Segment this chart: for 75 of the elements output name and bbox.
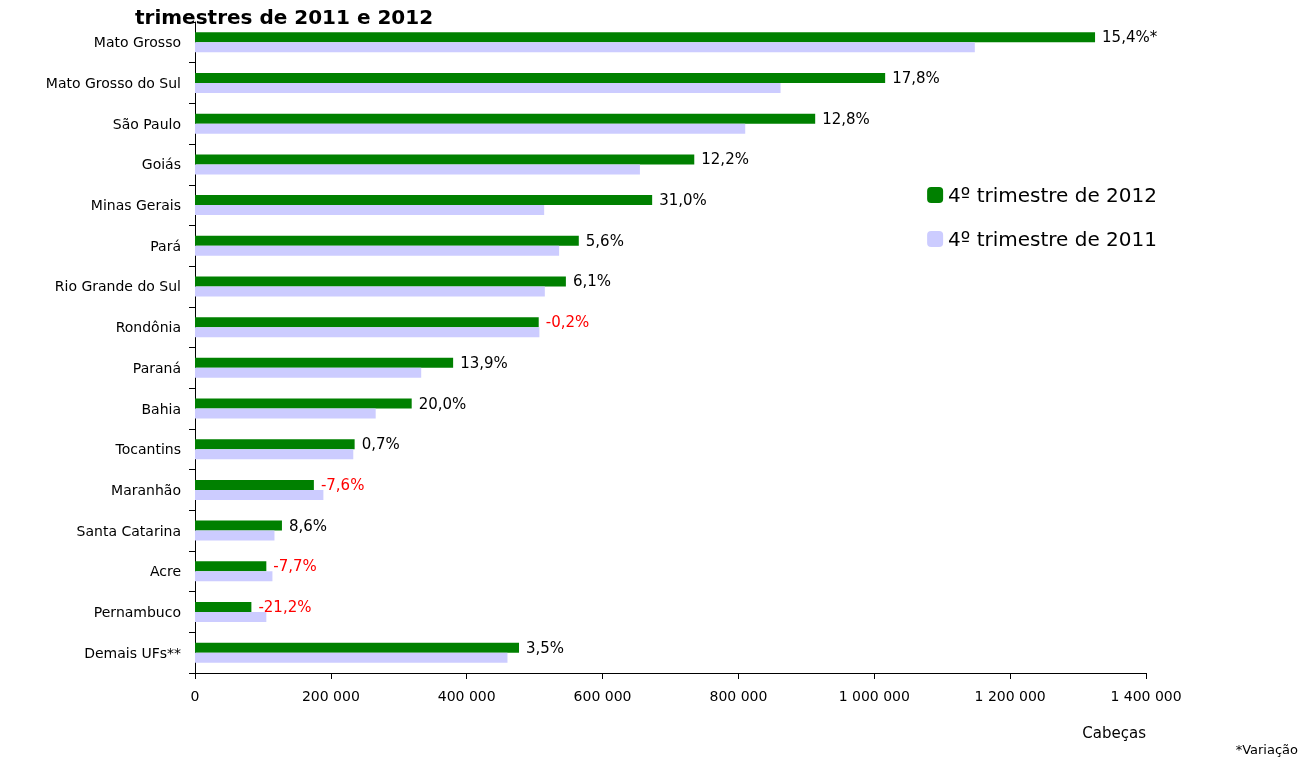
bar [195, 205, 545, 216]
bar [195, 479, 314, 490]
annotation: -21,2% [258, 597, 312, 616]
x-tick-label: 0 [190, 688, 200, 704]
y-tick-label: Mato Grosso [93, 34, 181, 51]
bar [195, 398, 412, 409]
bar [195, 32, 1096, 43]
bar [195, 245, 560, 256]
annotation: 15,4%* [1102, 28, 1158, 47]
x-tick-label: 600 000 [573, 688, 632, 704]
x-tick-label: 1 200 000 [974, 688, 1046, 704]
bar [195, 123, 746, 134]
annotation: 13,9% [460, 353, 508, 372]
y-tick-label: Acre [149, 563, 181, 580]
y-tick-label: Paraná [132, 359, 181, 376]
x-tick-label: 400 000 [437, 688, 496, 704]
bar [195, 164, 640, 175]
y-tick-label: Tocantins [114, 441, 181, 458]
annotation: 12,2% [701, 150, 749, 169]
legend-label: 4º trimestre de 2012 [948, 183, 1158, 207]
bar [195, 601, 252, 612]
bar [195, 327, 540, 338]
bar [195, 83, 781, 94]
bar [195, 73, 886, 84]
annotation: 20,0% [418, 394, 467, 413]
bar [195, 439, 355, 450]
bar [195, 367, 422, 378]
x-tick-label: 800 000 [709, 688, 768, 704]
annotation: 5,6% [585, 231, 624, 250]
y-tick-label: Mato Grosso do Sul [45, 75, 181, 92]
bar [195, 449, 354, 460]
y-tick-label: Goiás [141, 156, 181, 173]
x-axis-title: Cabeças [1082, 723, 1147, 742]
y-tick-label: Demais UFs** [84, 644, 181, 661]
annotation: -7,7% [273, 557, 317, 576]
annotation: -0,2% [545, 313, 590, 332]
x-tick-label: 200 000 [301, 688, 360, 704]
bar [195, 357, 454, 368]
bar [195, 530, 275, 541]
annotation: 31,0% [659, 191, 707, 210]
annotation: 0,7% [361, 435, 400, 454]
chart-title: trimestres de 2011 e 2012 [135, 5, 434, 29]
bar [195, 276, 566, 287]
bar [195, 154, 695, 165]
bar [195, 520, 282, 531]
bar [195, 408, 376, 419]
y-tick-label: Santa Catarina [76, 522, 181, 539]
annotation: -7,6% [320, 475, 365, 494]
y-tick-label: Rio Grande do Sul [54, 278, 181, 295]
text: *Variação [1235, 742, 1299, 757]
x-tick-label: 1 000 000 [838, 688, 910, 704]
y-tick-label: São Paulo [112, 115, 181, 132]
bar [195, 195, 653, 206]
annotation: 12,8% [822, 109, 870, 128]
bar [195, 652, 508, 663]
legend-label: 4º trimestre de 2011 [948, 227, 1158, 251]
bar [195, 42, 975, 53]
y-tick-label: Minas Gerais [90, 197, 181, 214]
bar [195, 571, 273, 582]
annotation: 17,8% [892, 69, 940, 88]
y-tick-label: Pernambuco [93, 603, 181, 620]
annotation: 3,5% [526, 638, 565, 657]
y-tick-label: Pará [150, 237, 181, 254]
bar [195, 561, 267, 572]
x-tick-label: 1 400 000 [1110, 688, 1182, 704]
y-tick-label: Maranhão [111, 481, 181, 498]
bar [195, 235, 579, 246]
bar [195, 642, 520, 653]
annotation: 8,6% [288, 516, 328, 535]
y-tick-label: Rondônia [115, 319, 181, 336]
bar [195, 286, 545, 297]
annotation: 6,1% [572, 272, 611, 291]
bar [195, 113, 816, 124]
bar [195, 317, 539, 328]
y-tick-label: Bahia [141, 400, 181, 417]
